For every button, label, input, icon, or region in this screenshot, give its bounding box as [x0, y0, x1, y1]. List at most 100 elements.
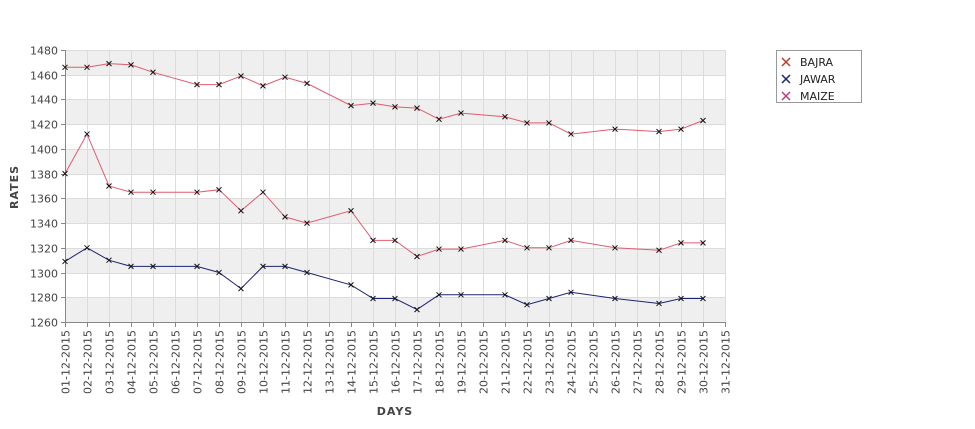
data-point-bajra — [678, 240, 684, 246]
x-tick-label: 04-12-2015 — [126, 330, 139, 394]
data-point-maize — [62, 64, 68, 71]
y-tick-label: 1280 — [30, 292, 58, 305]
data-point-jawar — [700, 295, 706, 302]
data-point-maize — [128, 61, 134, 68]
data-point-bajra — [194, 189, 200, 196]
y-tick-label: 1460 — [30, 70, 58, 83]
data-point-maize — [458, 110, 464, 116]
y-tick-label: 1420 — [30, 119, 58, 132]
legend-marker — [781, 57, 791, 67]
data-point-maize — [568, 131, 574, 137]
data-point-jawar — [678, 295, 684, 302]
legend-label: JAWAR — [799, 73, 836, 86]
series-layer — [62, 60, 706, 313]
data-point-maize — [194, 81, 200, 88]
data-point-bajra — [282, 214, 288, 220]
x-tick-label: 21-12-2015 — [500, 330, 513, 394]
data-point-maize — [524, 120, 530, 126]
x-tick-label: 08-12-2015 — [214, 330, 227, 394]
y-axis-title: RATES — [8, 165, 21, 209]
data-point-jawar — [348, 282, 354, 288]
data-point-bajra — [62, 170, 68, 177]
x-tick-label: 12-12-2015 — [302, 330, 315, 394]
x-tick-label: 09-12-2015 — [236, 330, 249, 394]
data-point-maize — [392, 104, 398, 110]
x-tick-label: 14-12-2015 — [346, 330, 359, 394]
series-jawar — [62, 244, 706, 313]
x-axis-title: DAYS — [377, 405, 413, 418]
x-tick-label: 25-12-2015 — [588, 330, 601, 394]
data-point-jawar — [436, 291, 442, 298]
x-tick-label: 01-12-2015 — [60, 330, 73, 394]
data-point-maize — [260, 83, 266, 89]
data-point-bajra — [84, 131, 90, 137]
data-point-maize — [436, 116, 442, 123]
data-point-bajra — [392, 237, 398, 244]
data-point-bajra — [700, 240, 706, 246]
data-point-jawar — [282, 263, 288, 270]
data-point-maize — [106, 60, 112, 67]
data-point-maize — [414, 105, 420, 111]
legend: BAJRA JAWAR MAIZE — [776, 50, 862, 103]
y-tick-label: 1320 — [30, 243, 58, 256]
y-tick-label: 1400 — [30, 144, 58, 157]
legend-label: MAIZE — [800, 90, 835, 103]
y-tick-label: 1300 — [30, 268, 58, 281]
legend-box — [776, 50, 862, 103]
data-point-bajra — [106, 183, 112, 189]
data-point-maize — [612, 126, 618, 132]
data-point-maize — [216, 81, 222, 88]
x-tick-label: 28-12-2015 — [654, 330, 667, 394]
x-tick-label: 10-12-2015 — [258, 330, 271, 394]
x-tick-label: 15-12-2015 — [368, 330, 381, 394]
y-tick-label: 1380 — [30, 169, 58, 182]
legend-item-maize: MAIZE — [781, 90, 835, 103]
data-point-jawar — [84, 244, 90, 251]
data-point-jawar — [524, 301, 530, 308]
data-point-jawar — [568, 289, 574, 296]
series-maize — [62, 60, 706, 137]
vertical-gridlines — [87, 50, 726, 322]
data-point-jawar — [304, 269, 310, 276]
series-bajra — [62, 131, 706, 260]
legend-items: BAJRA JAWAR MAIZE — [781, 56, 836, 103]
horizontal-gridlines — [65, 50, 725, 298]
x-tick-label: 05-12-2015 — [148, 330, 161, 394]
data-point-jawar — [62, 258, 68, 265]
data-point-jawar — [194, 263, 200, 270]
data-point-maize — [238, 73, 244, 79]
x-tick-label: 13-12-2015 — [324, 330, 337, 394]
x-tick-label: 17-12-2015 — [412, 330, 425, 394]
x-axis-tick-labels: 01-12-2015 02-12-2015 03-12-2015 04-12-2015… — [60, 322, 733, 394]
data-point-maize — [502, 113, 508, 120]
data-point-bajra — [370, 237, 376, 244]
x-tick-label: 16-12-2015 — [390, 330, 403, 394]
data-point-bajra — [150, 189, 156, 196]
legend-item-bajra: BAJRA — [781, 56, 834, 69]
data-point-bajra — [304, 220, 310, 226]
data-point-bajra — [502, 237, 508, 244]
data-point-bajra — [656, 247, 662, 254]
data-point-jawar — [502, 291, 508, 298]
legend-item-jawar: JAWAR — [781, 73, 836, 86]
y-tick-label: 1360 — [30, 193, 58, 206]
data-point-jawar — [656, 300, 662, 307]
data-point-bajra — [612, 244, 618, 251]
data-point-bajra — [260, 189, 266, 196]
y-axis-tick-labels: 1260 1280 1300 1320 1340 1360 1380 1400 1420 1440… — [30, 45, 65, 330]
x-tick-label: 31-12-2015 — [720, 330, 733, 394]
x-tick-label: 22-12-2015 — [522, 330, 535, 394]
legend-label: BAJRA — [800, 56, 834, 69]
data-point-jawar — [260, 263, 266, 270]
data-point-maize — [656, 128, 662, 135]
data-point-maize — [304, 80, 310, 87]
y-tick-label: 1260 — [30, 317, 58, 330]
x-tick-label: 26-12-2015 — [610, 330, 623, 394]
data-point-bajra — [128, 189, 134, 196]
data-point-jawar — [128, 263, 134, 270]
data-point-bajra — [436, 246, 442, 252]
data-point-bajra — [238, 207, 244, 214]
legend-marker — [781, 74, 791, 84]
x-tick-label: 30-12-2015 — [698, 330, 711, 394]
